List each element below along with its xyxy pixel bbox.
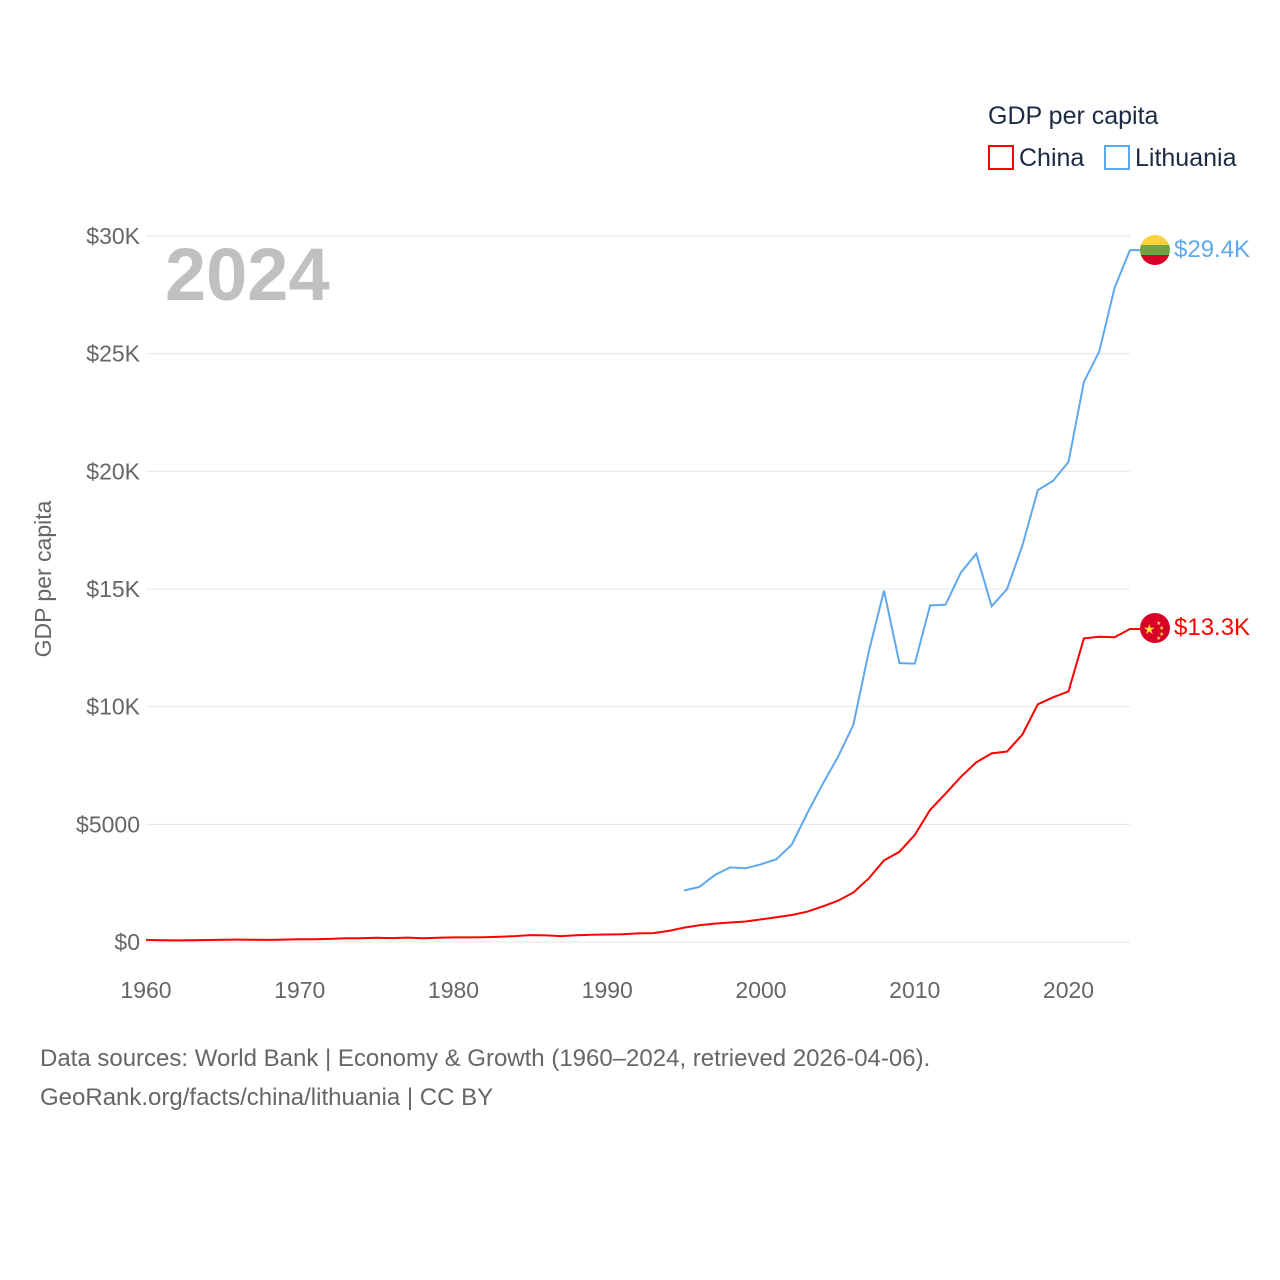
y-tick-label: $20K [86,458,140,484]
x-tick-label: 1990 [582,977,633,1003]
year-watermark: 2024 [165,233,330,316]
y-axis-label: GDP per capita [30,500,56,657]
x-tick-label: 2000 [735,977,786,1003]
svg-text:★: ★ [1143,621,1156,637]
y-tick-label: $5000 [76,811,140,837]
svg-text:★: ★ [1156,635,1161,642]
footer-link[interactable]: GeoRank.org/facts/china/lithuania | CC B… [40,1084,494,1111]
end-label-lithuania: $29.4K [1174,236,1250,263]
series-line-china [145,628,1140,942]
y-tick-label: $0 [114,929,140,955]
y-tick-label: $10K [86,694,140,720]
legend-swatch-china [988,145,1014,170]
x-tick-label: 1980 [428,977,479,1003]
x-tick-label: 2010 [889,977,940,1003]
end-label-china: $13.3K [1174,614,1250,641]
legend-swatch-lithuania [1104,145,1130,170]
x-tick-label: 1970 [274,977,325,1003]
legend-title: GDP per capita [988,102,1159,130]
svg-text:★: ★ [1159,625,1164,632]
legend-label-china: China [1019,144,1084,172]
y-tick-label: $15K [86,576,140,602]
y-tick-label: $25K [86,341,140,367]
china-flag-icon: ★ ★ ★ ★ ★ [1140,613,1170,643]
legend-item-china[interactable]: China [988,144,1084,172]
series-line-lithuania [683,249,1140,892]
svg-text:★: ★ [1159,631,1164,638]
legend-label-lithuania: Lithuania [1135,144,1237,172]
lithuania-flag-icon [1140,235,1170,265]
footer-sources: Data sources: World Bank | Economy & Gro… [40,1045,931,1072]
y-tick-label: $30K [86,223,140,249]
x-tick-label: 1960 [120,977,171,1003]
legend-item-lithuania[interactable]: Lithuania [1104,144,1237,172]
svg-text:★: ★ [1156,620,1161,627]
x-tick-label: 2020 [1043,977,1094,1003]
